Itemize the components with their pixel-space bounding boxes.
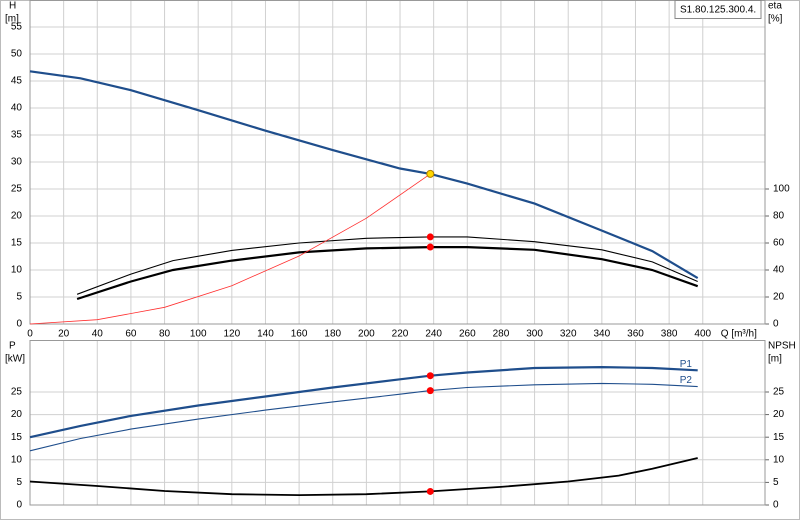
y2-tick-label: 100 — [773, 184, 790, 195]
y-tick-label: 25 — [11, 387, 23, 398]
y2-tick-label: 5 — [773, 477, 779, 488]
y2-tick-label: 60 — [773, 238, 785, 249]
operating-point — [426, 387, 434, 395]
plot-frame — [29, 0, 766, 325]
x-tick-label: 200 — [358, 329, 375, 340]
x-tick-label: 320 — [560, 329, 577, 340]
y2-tick-label: 20 — [773, 409, 785, 420]
curve — [29, 382, 698, 452]
y2-tick-label: 10 — [773, 454, 785, 465]
y2-axis-label: [%] — [768, 14, 783, 25]
plot-frame — [29, 340, 766, 506]
x-tick-label: 140 — [257, 329, 274, 340]
x-axis-label: Q [m³/h] — [721, 329, 757, 340]
x-tick-label: 0 — [27, 329, 33, 340]
y-axis-label: [m] — [5, 14, 19, 25]
x-tick-label: 360 — [627, 329, 644, 340]
y-tick-label: 0 — [16, 319, 22, 330]
curve — [29, 457, 698, 497]
operating-point — [426, 372, 434, 380]
x-tick-label: 260 — [459, 329, 476, 340]
y2-tick-label: 20 — [773, 292, 785, 303]
y-tick-label: 45 — [11, 76, 23, 87]
x-tick-label: 80 — [159, 329, 171, 340]
curve-label: P1 — [680, 359, 693, 370]
operating-point — [426, 169, 435, 178]
x-tick-label: 60 — [125, 329, 137, 340]
y2-tick-label: 40 — [773, 265, 785, 276]
curve — [29, 70, 699, 280]
x-tick-label: 100 — [190, 329, 207, 340]
y2-tick-label: 0 — [773, 500, 779, 511]
y2-tick-label: 25 — [773, 387, 785, 398]
y-tick-label: 20 — [11, 409, 23, 420]
x-tick-label: 240 — [425, 329, 442, 340]
y-axis-label: P — [9, 341, 16, 352]
y2-axis-label: NPSH — [768, 341, 796, 352]
y-tick-label: 30 — [11, 157, 23, 168]
curve — [76, 236, 698, 295]
x-tick-label: 380 — [661, 329, 678, 340]
y-tick-label: 15 — [11, 432, 23, 443]
y-axis-label: H — [9, 1, 16, 12]
operating-point — [426, 243, 434, 251]
curve — [29, 365, 698, 439]
y-tick-label: 10 — [11, 454, 23, 465]
y-tick-label: 10 — [11, 265, 23, 276]
x-tick-label: 220 — [392, 329, 409, 340]
chart-title: S1.80.125.300.4. — [680, 5, 756, 16]
y-tick-label: 15 — [11, 238, 23, 249]
y-tick-label: 25 — [11, 184, 23, 195]
y-tick-label: 5 — [16, 477, 22, 488]
x-tick-label: 300 — [526, 329, 543, 340]
y-tick-label: 40 — [11, 103, 23, 114]
x-tick-label: 20 — [58, 329, 70, 340]
x-tick-label: 400 — [694, 329, 711, 340]
x-tick-label: 120 — [223, 329, 240, 340]
y2-tick-label: 80 — [773, 211, 785, 222]
x-tick-label: 160 — [291, 329, 308, 340]
y2-tick-label: 15 — [773, 432, 785, 443]
y-axis-label: [kW] — [5, 354, 25, 365]
curve — [29, 173, 431, 325]
operating-point — [426, 487, 434, 495]
title-box — [674, 0, 762, 19]
operating-point — [426, 233, 434, 241]
y-tick-label: 50 — [11, 49, 23, 60]
y2-axis-label: [m] — [768, 354, 782, 365]
y-tick-label: 5 — [16, 292, 22, 303]
curve — [76, 246, 699, 301]
y2-tick-label: 0 — [773, 319, 779, 330]
y-tick-label: 35 — [11, 130, 23, 141]
x-tick-label: 340 — [594, 329, 611, 340]
curve-label: P2 — [680, 375, 693, 386]
y-tick-label: 20 — [11, 211, 23, 222]
x-tick-label: 280 — [493, 329, 510, 340]
y-tick-label: 0 — [16, 500, 22, 511]
y2-axis-label: eta — [768, 1, 782, 12]
x-tick-label: 40 — [92, 329, 104, 340]
x-tick-label: 180 — [324, 329, 341, 340]
y-tick-label: 55 — [11, 22, 23, 33]
